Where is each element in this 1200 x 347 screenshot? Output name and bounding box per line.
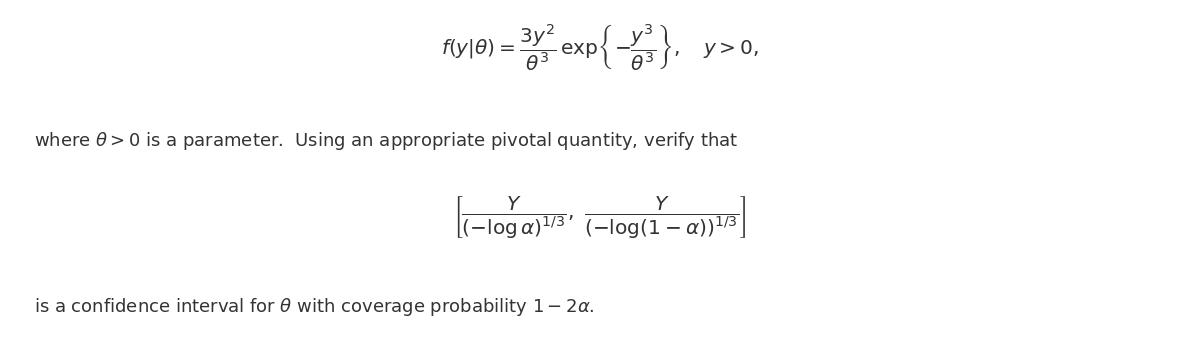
Text: $\left[\dfrac{Y}{(-\log \alpha)^{1/3}},\ \dfrac{Y}{(-\log(1-\alpha))^{1/3}}\righ: $\left[\dfrac{Y}{(-\log \alpha)^{1/3}},\…	[454, 194, 746, 240]
Text: where $\theta > 0$ is a parameter.  Using an appropriate pivotal quantity, verif: where $\theta > 0$ is a parameter. Using…	[34, 129, 738, 152]
Text: $f(y|\theta) = \dfrac{3y^2}{\theta^3}\,\exp\!\left\{-\dfrac{y^3}{\theta^3}\right: $f(y|\theta) = \dfrac{3y^2}{\theta^3}\,\…	[440, 22, 760, 72]
Text: is a confidence interval for $\theta$ with coverage probability $1 - 2\alpha$.: is a confidence interval for $\theta$ wi…	[34, 296, 594, 318]
